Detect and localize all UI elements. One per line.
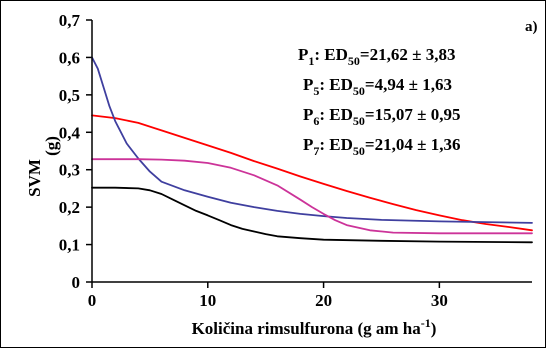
annotation-part: =21,62 ± 3,83: [360, 45, 456, 64]
annotation-part: 6: [313, 114, 319, 128]
annotation-part: 1: [308, 54, 314, 68]
annotation-part: 7: [313, 144, 319, 158]
y-axis-title: SVM: [25, 159, 44, 197]
annotation-part: : ED: [319, 135, 353, 154]
y-tick-label: 0,2: [59, 198, 80, 217]
annotation-part: 50: [353, 144, 365, 158]
annotation-part: : ED: [319, 105, 353, 124]
y-axis-unit: (g): [42, 136, 61, 156]
y-tick-label: 0,1: [59, 236, 80, 255]
annotation-part: : ED: [319, 75, 353, 94]
ed50-annotation: P6: ED50=15,07 ± 0,95: [303, 105, 460, 128]
annotation-part: : ED: [314, 45, 348, 64]
x-tick-label: 0: [88, 291, 97, 310]
annotation-part: 50: [348, 54, 360, 68]
x-axis-title-main: Količina rimsulfurona (g am ha: [192, 319, 422, 338]
series-line-4: [91, 186, 533, 244]
series-line-3: [91, 158, 533, 235]
annotation-part: P: [298, 45, 308, 64]
y-tick-label: 0,4: [59, 123, 81, 142]
x-tick-label: 20: [315, 291, 332, 310]
x-axis-title: Količina rimsulfurona (g am ha-1): [192, 316, 437, 338]
annotation-part: 50: [353, 84, 365, 98]
y-tick-label: 0,7: [59, 11, 81, 30]
x-tick-label: 10: [199, 291, 216, 310]
panel-label: a): [525, 19, 538, 35]
annotation-part: 50: [353, 114, 365, 128]
annotation-part: P: [303, 75, 313, 94]
x-axis-title-sup: -1: [421, 316, 431, 330]
y-tick-label: 0,3: [59, 161, 80, 180]
annotation-part: =15,07 ± 0,95: [365, 105, 461, 124]
series-layer: [91, 56, 533, 244]
annotation-part: =4,94 ± 1,63: [365, 75, 452, 94]
y-axis-ticks: 0 0,1 0,2 0,3 0,4 0,5 0,6 0,7: [59, 11, 92, 292]
series-line-1: [91, 114, 533, 232]
annotation-part: P: [303, 105, 313, 124]
x-axis-ticks: 0 10 20 30: [88, 282, 448, 310]
ed50-annotation: P5: ED50=4,94 ± 1,63: [303, 75, 452, 98]
y-tick-label: 0,6: [59, 48, 80, 67]
annotation-part: P: [303, 135, 313, 154]
annotation-part: 5: [313, 84, 319, 98]
ed50-annotation: P7: ED50=21,04 ± 1,36: [303, 135, 460, 158]
ed50-annotation: P1: ED50=21,62 ± 3,83: [298, 45, 455, 68]
y-tick-label: 0: [72, 273, 81, 292]
x-axis-title-tail: ): [431, 319, 437, 338]
series-line-2: [91, 56, 533, 224]
y-tick-label: 0,5: [59, 86, 80, 105]
annotation-part: =21,04 ± 1,36: [365, 135, 461, 154]
x-tick-label: 30: [431, 291, 448, 310]
